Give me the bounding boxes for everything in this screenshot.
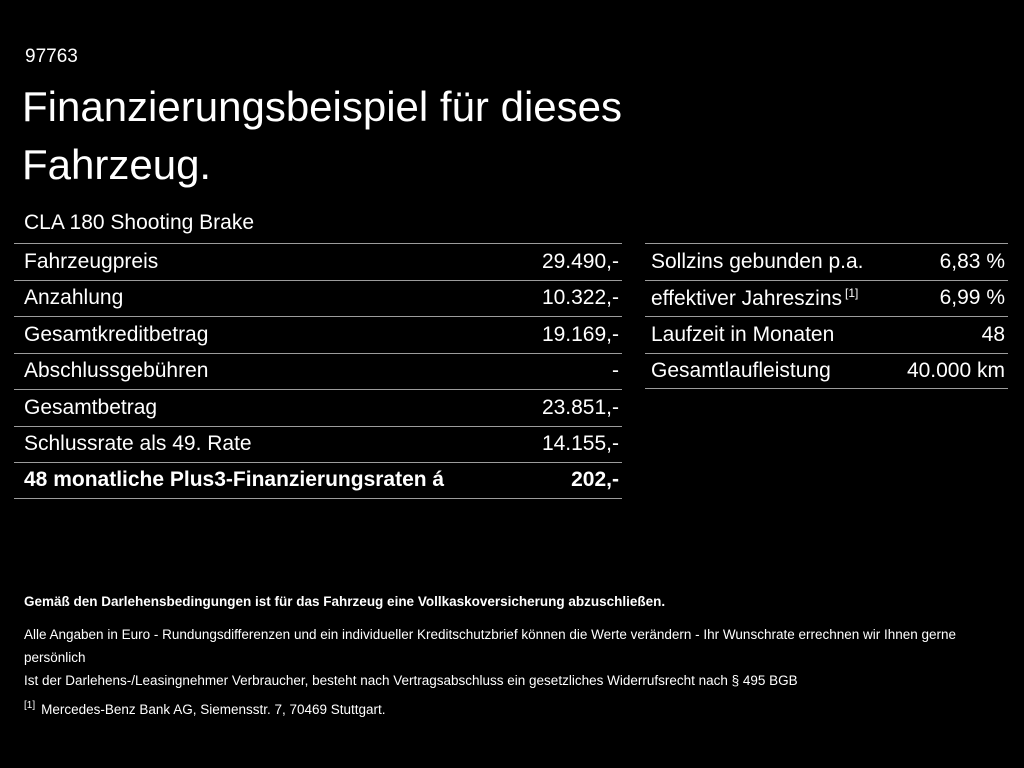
- conditions-table: Sollzins gebunden p.a. 6,83 % effektiver…: [645, 243, 1008, 389]
- footnote-marker: [1]: [24, 700, 36, 711]
- table-row-fahrzeugpreis: Fahrzeugpreis 29.490,-: [14, 243, 622, 280]
- row-value: 202,-: [571, 468, 619, 492]
- row-label: Abschlussgebühren: [24, 359, 209, 383]
- disclaimer-note-1: Alle Angaben in Euro - Rundungsdifferenz…: [24, 627, 957, 665]
- legal-footer: Gemäß den Darlehensbedingungen ist für d…: [24, 594, 1006, 721]
- row-label: Schlussrate als 49. Rate: [24, 432, 252, 456]
- page-title: Finanzierungsbeispiel für dieses Fahrzeu…: [22, 83, 622, 188]
- row-value: 14.155,-: [541, 432, 619, 456]
- row-label: Gesamtkreditbetrag: [24, 322, 209, 346]
- table-row-gesamtlaufleistung: Gesamtlaufleistung 40.000 km: [645, 352, 1008, 389]
- table-row-effektiver-jahreszins: effektiver Jahreszins [1] 6,99 %: [645, 279, 1008, 317]
- row-value: -: [612, 359, 619, 383]
- row-label: 48 monatliche Plus3-Finanzierungsraten á: [24, 468, 445, 492]
- row-value: 29.490,-: [541, 249, 619, 273]
- table-row-gesamtbetrag: Gesamtbetrag 23.851,-: [14, 389, 622, 426]
- table-row-abschlussgebuehren: Abschlussgebühren -: [14, 352, 622, 390]
- table-row-monatsrate: 48 monatliche Plus3-Finanzierungsraten á…: [14, 462, 622, 499]
- row-value: 40.000 km: [906, 358, 1005, 382]
- row-label: Gesamtlaufleistung: [651, 358, 831, 382]
- row-value: 48: [981, 322, 1005, 346]
- table-row-sollzins: Sollzins gebunden p.a. 6,83 %: [645, 243, 1008, 280]
- footnote-text: Mercedes-Benz Bank AG, Siemensstr. 7, 70…: [41, 701, 386, 717]
- row-value: 6,83 %: [939, 249, 1005, 273]
- row-label: Anzahlung: [24, 286, 124, 310]
- bank-footnote: [1] Mercedes-Benz Bank AG, Siemensstr. 7,…: [24, 694, 1006, 721]
- insurance-note: Gemäß den Darlehensbedingungen ist für d…: [24, 594, 666, 609]
- footnote-marker: [1]: [845, 285, 859, 300]
- row-label: Laufzeit in Monaten: [651, 322, 835, 346]
- row-value: 10.322,-: [541, 286, 619, 310]
- row-label: Fahrzeugpreis: [24, 249, 159, 273]
- table-row-anzahlung: Anzahlung 10.322,-: [14, 279, 622, 317]
- financing-table: Fahrzeugpreis 29.490,- Anzahlung 10.322,…: [14, 243, 622, 499]
- row-value: 6,99 %: [939, 286, 1005, 310]
- table-row-laufzeit: Laufzeit in Monaten 48: [645, 316, 1008, 353]
- row-value: 19.169,-: [541, 322, 619, 346]
- row-label: Gesamtbetrag: [24, 395, 158, 419]
- vehicle-model: CLA 180 Shooting Brake: [24, 211, 254, 234]
- row-label: Sollzins gebunden p.a.: [651, 249, 864, 273]
- table-row-schlussrate: Schlussrate als 49. Rate 14.155,-: [14, 425, 622, 463]
- offer-code: 97763: [25, 46, 78, 67]
- disclaimer-note-2: Ist der Darlehens-/Leasingnehmer Verbrau…: [24, 673, 798, 688]
- row-value: 23.851,-: [541, 395, 619, 419]
- row-label: effektiver Jahreszins: [651, 286, 843, 310]
- table-row-gesamtkreditbetrag: Gesamtkreditbetrag 19.169,-: [14, 316, 622, 353]
